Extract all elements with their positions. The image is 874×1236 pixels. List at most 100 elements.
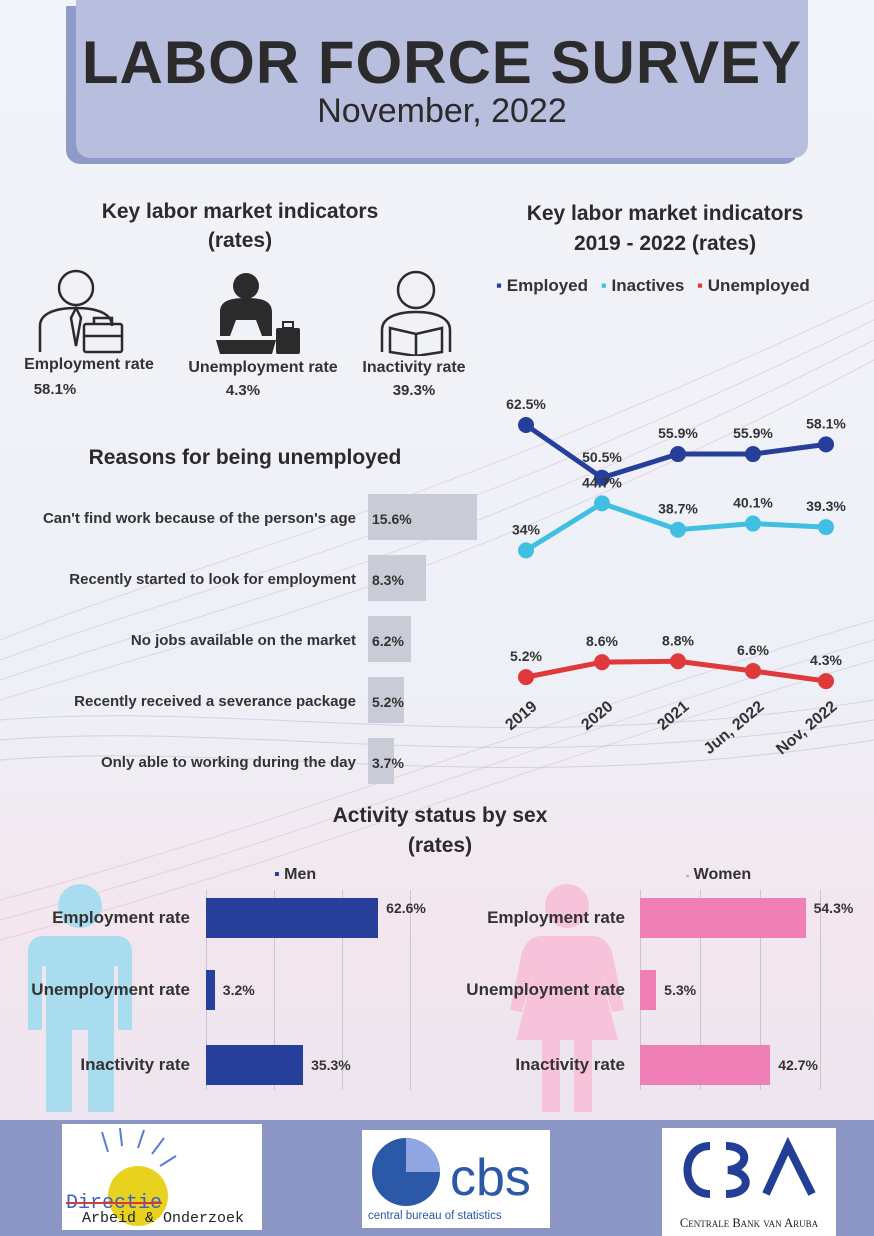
cba-emblem-icon bbox=[683, 1136, 816, 1198]
trend-legend: ▪ Employed ▪ Inactives ▪ Unemployed bbox=[496, 276, 856, 296]
data-point bbox=[518, 417, 534, 433]
sex-bar-men bbox=[206, 970, 215, 1010]
data-label: 39.3% bbox=[806, 498, 846, 514]
data-label: 38.7% bbox=[658, 501, 698, 517]
data-label: 6.6% bbox=[737, 642, 769, 658]
x-tick-label: Jun, 2022 bbox=[701, 698, 768, 758]
data-label: 55.9% bbox=[658, 425, 698, 441]
sex-bar-women bbox=[640, 898, 806, 938]
reason-bar bbox=[368, 555, 427, 601]
data-label: 44.7% bbox=[582, 474, 622, 490]
indicators-heading: Key labor market indicators (rates) bbox=[101, 200, 379, 252]
data-label: 5.2% bbox=[510, 648, 542, 664]
data-point bbox=[594, 469, 610, 486]
data-label: 55.9% bbox=[733, 425, 773, 441]
data-point bbox=[518, 669, 534, 686]
reason-value: 8.3% bbox=[372, 572, 404, 588]
x-tick-label: 2019 bbox=[502, 698, 540, 734]
sad-person-icon bbox=[216, 273, 300, 354]
sun-icon bbox=[101, 1127, 177, 1226]
data-point bbox=[745, 662, 761, 679]
logo3-sub: Centrale Bank van Aruba bbox=[679, 1216, 819, 1230]
woman-silhouette-icon bbox=[510, 884, 624, 1112]
data-point bbox=[670, 653, 686, 670]
data-point bbox=[818, 519, 834, 536]
women-legend: ▪ Women bbox=[686, 866, 752, 883]
reasons-heading: Reasons for being unemployed bbox=[88, 446, 402, 469]
data-point bbox=[745, 446, 761, 463]
gridline bbox=[820, 890, 821, 1090]
page-subtitle: November, 2022 bbox=[317, 92, 567, 130]
reason-label: No jobs available on the market bbox=[130, 632, 356, 649]
sex-category-label: Inactivity rate bbox=[80, 1055, 190, 1074]
reason-label: Only able to working during the day bbox=[100, 754, 356, 771]
kpi-employment-label: Employment rate bbox=[24, 356, 154, 373]
sex-category-label: Employment rate bbox=[487, 908, 625, 927]
gridline bbox=[760, 890, 761, 1090]
data-point bbox=[745, 515, 761, 532]
kpi-employment-value: 58.1% bbox=[33, 381, 77, 398]
data-point bbox=[670, 521, 686, 538]
reason-label: Can't find work because of the person's … bbox=[42, 510, 356, 527]
data-label: 58.1% bbox=[806, 415, 846, 431]
kpi-inactivity-label: Inactivity rate bbox=[362, 359, 466, 376]
gridline bbox=[700, 890, 701, 1090]
directie-logo: Directie Arbeid & Onderzoek bbox=[62, 1124, 262, 1230]
reason-label: Recently started to look for employment bbox=[69, 571, 356, 588]
sex-bar-value: 3.2% bbox=[222, 982, 255, 998]
cba-logo: Centrale Bank van Aruba bbox=[662, 1128, 836, 1236]
sex-bar-men bbox=[206, 1045, 304, 1085]
pie-logo-icon bbox=[372, 1138, 440, 1206]
data-point bbox=[670, 446, 686, 463]
data-point bbox=[518, 542, 534, 559]
sex-bar-women bbox=[640, 1045, 771, 1085]
x-tick-label: 2020 bbox=[578, 698, 616, 734]
sex-category-label: Unemployment rate bbox=[466, 980, 625, 999]
sex-bar-chart: Employment rate 62.6% Unemployment rate 3.2… bbox=[0, 880, 874, 1120]
gridline bbox=[410, 890, 411, 1090]
data-label: 62.5% bbox=[506, 396, 546, 412]
reasons-bar-chart: Can't find work because of the person's … bbox=[0, 490, 480, 784]
data-point bbox=[818, 673, 834, 690]
page-title: LABOR FORCE SURVEY bbox=[81, 29, 803, 96]
sex-category-label: Unemployment rate bbox=[31, 980, 190, 999]
legend-inactives: ▪ Inactives bbox=[600, 276, 685, 295]
sex-category-label: Employment rate bbox=[52, 908, 190, 927]
data-label: 8.8% bbox=[662, 632, 694, 648]
logo2-sub: central bureau of statistics bbox=[368, 1210, 502, 1222]
legend-employed: ▪ Employed bbox=[496, 276, 589, 295]
sex-heading: Activity status by sex (rates) bbox=[332, 804, 548, 857]
data-label: 34% bbox=[512, 521, 541, 537]
kpi-unemployment-label: Unemployment rate bbox=[188, 359, 338, 376]
sex-bar-value: 42.7% bbox=[778, 1057, 818, 1073]
sex-bar-value: 54.3% bbox=[813, 900, 854, 916]
kpi-inactivity-value: 39.3% bbox=[392, 382, 436, 399]
reading-person-icon bbox=[380, 270, 452, 356]
logo1-line1: Directie bbox=[66, 1192, 163, 1215]
sex-bar-women bbox=[640, 970, 657, 1010]
reason-value: 5.2% bbox=[372, 694, 404, 710]
sex-bar-value: 5.3% bbox=[664, 982, 697, 998]
kpi-unemployment-value: 4.3% bbox=[225, 382, 261, 399]
x-tick-label: Nov, 2022 bbox=[773, 698, 840, 758]
legend-unemployed: ▪ Unemployed bbox=[697, 276, 810, 295]
data-point bbox=[818, 436, 834, 453]
reason-bar bbox=[368, 738, 394, 784]
logo2-main: cbs bbox=[450, 1149, 531, 1207]
sex-category-label: Inactivity rate bbox=[515, 1055, 625, 1074]
sex-bar-value: 62.6% bbox=[386, 900, 426, 916]
logo1-line2: Arbeid & Onderzoek bbox=[82, 1210, 245, 1227]
data-point bbox=[594, 495, 610, 512]
sex-bar-value: 35.3% bbox=[311, 1057, 351, 1073]
data-label: 40.1% bbox=[733, 495, 773, 511]
reason-bar bbox=[368, 494, 478, 540]
reason-value: 15.6% bbox=[372, 511, 412, 527]
sex-bar-men bbox=[206, 898, 379, 938]
men-legend: ▪ Men bbox=[274, 866, 317, 883]
businessman-icon bbox=[38, 269, 124, 354]
data-label: 8.6% bbox=[586, 633, 618, 649]
gridline bbox=[274, 890, 275, 1090]
data-label: 50.5% bbox=[582, 449, 622, 465]
man-silhouette-icon bbox=[28, 884, 132, 1112]
trend-line-chart: 62.5% 50.5% 55.9% 55.9% 58.1% 34% 44.7% 38.7% 40… bbox=[502, 396, 846, 758]
